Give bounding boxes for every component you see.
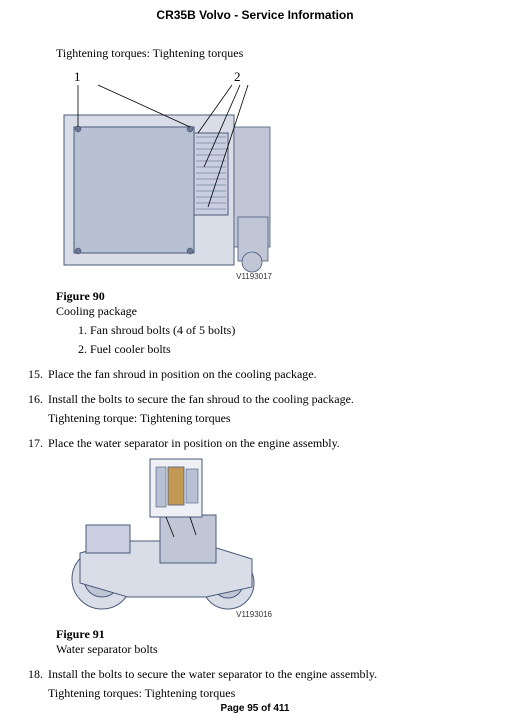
- figure-90-item-2: 2. Fuel cooler bolts: [78, 342, 494, 357]
- step-17: 17. Place the water separator in positio…: [28, 436, 494, 451]
- step-18: 18. Install the bolts to secure the wate…: [28, 667, 494, 682]
- figure-90-callout-2: 2: [234, 69, 241, 85]
- figure-90-label: Figure 90: [56, 289, 494, 304]
- step-18-number: 18.: [28, 667, 48, 682]
- figure-90: 1 2 V1193017: [56, 67, 494, 283]
- step-18-sub: Tightening torques: Tightening torques: [48, 686, 494, 701]
- figure-90-item-1: 1. Fan shroud bolts (4 of 5 bolts): [78, 323, 494, 338]
- step-16-text: Install the bolts to secure the fan shro…: [48, 392, 494, 407]
- step-15: 15. Place the fan shroud in position on …: [28, 367, 494, 382]
- page-footer: Page 95 of 411: [0, 703, 510, 714]
- page-header-title: CR35B Volvo - Service Information: [16, 8, 494, 22]
- step-18-text: Install the bolts to secure the water se…: [48, 667, 494, 682]
- figure-91-caption: Water separator bolts: [56, 642, 494, 657]
- step-17-text: Place the water separator in position on…: [48, 436, 494, 451]
- step-15-number: 15.: [28, 367, 48, 382]
- intro-torque-line: Tightening torques: Tightening torques: [56, 46, 494, 61]
- step-16-sub: Tightening torque: Tightening torques: [48, 411, 494, 426]
- figure-90-image: 1 2 V1193017: [56, 67, 276, 283]
- figure-91-label: Figure 91: [56, 627, 494, 642]
- step-16-number: 16.: [28, 392, 48, 407]
- figure-91-ref: V1193016: [236, 610, 272, 619]
- figure-90-caption: Cooling package: [56, 304, 494, 319]
- figure-90-callout-1: 1: [74, 69, 81, 85]
- figure-91-image: V1193016: [56, 455, 276, 621]
- step-15-text: Place the fan shroud in position on the …: [48, 367, 494, 382]
- step-16: 16. Install the bolts to secure the fan …: [28, 392, 494, 407]
- step-17-number: 17.: [28, 436, 48, 451]
- figure-91: V1193016: [56, 455, 494, 621]
- figure-90-ref: V1193017: [236, 272, 272, 281]
